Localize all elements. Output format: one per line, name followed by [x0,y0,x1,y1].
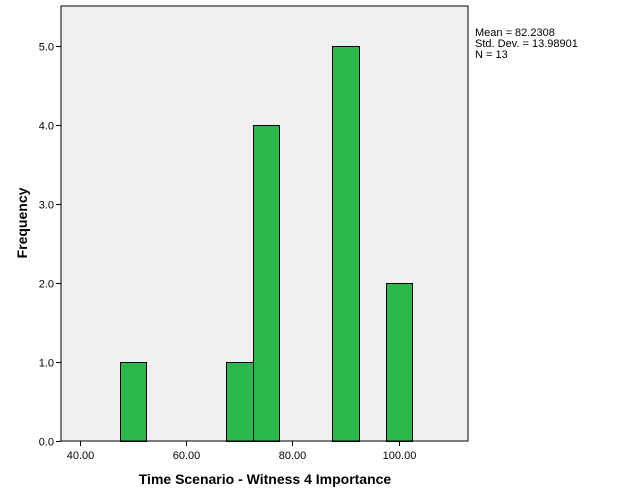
y-tick-label: 0.0 [39,437,54,449]
statistics-box: Mean = 82.2308 Std. Dev. = 13.98901 N = … [475,27,578,61]
y-tick-label: 5.0 [39,42,54,54]
y-tick-label: 3.0 [39,200,54,212]
y-axis: 0.0 1.0 2.0 3.0 4.0 5.0 [39,42,61,449]
bars-group [120,46,413,442]
y-axis-title: Frequency [14,187,30,258]
histogram-bar [332,46,360,442]
histogram-bar [120,362,147,442]
stats-n: N = 13 [475,49,508,61]
y-tick-label: 2.0 [39,279,54,291]
x-axis-title: Time Scenario - Witness 4 Importance [139,471,392,487]
x-tick-label: 40.00 [67,450,95,462]
x-axis: 40.00 60.00 80.00 100.00 [67,441,417,462]
x-tick-label: 80.00 [279,450,307,462]
x-tick-label: 100.00 [383,450,417,462]
stats-std-dev: Std. Dev. = 13.98901 [475,38,578,50]
y-tick-label: 4.0 [39,121,54,133]
histogram-bar [226,362,254,442]
stats-mean: Mean = 82.2308 [475,27,555,39]
y-tick-label: 1.0 [39,358,54,370]
histogram-bar [253,125,280,442]
histogram-bar [386,283,413,442]
x-tick-label: 60.00 [173,450,201,462]
plot-frame [60,5,469,442]
